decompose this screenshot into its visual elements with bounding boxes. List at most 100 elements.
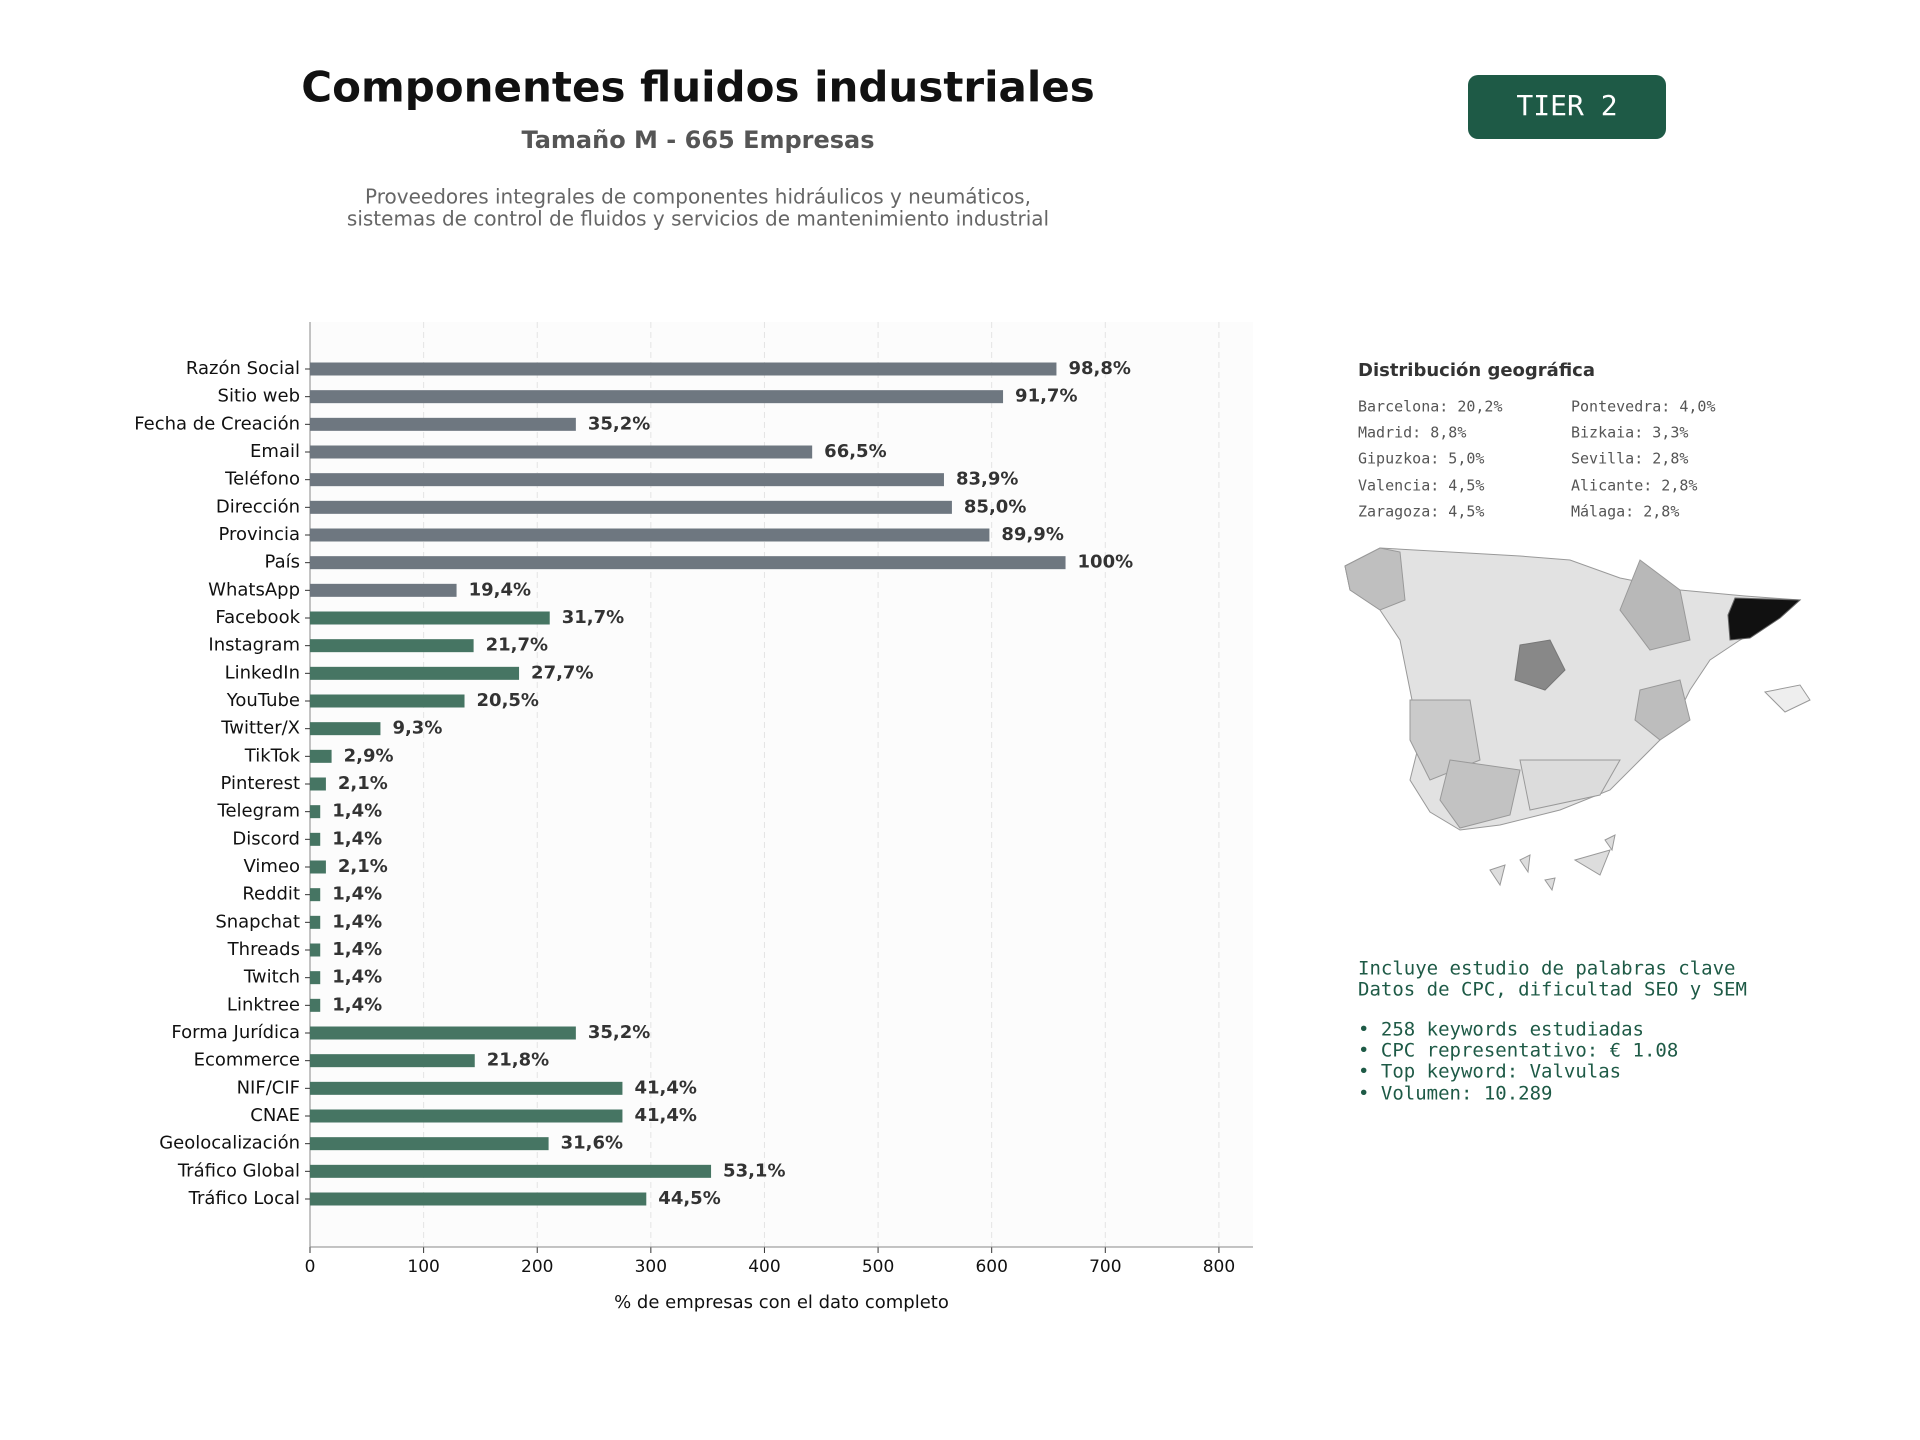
badge (1468, 75, 1666, 139)
y-tick-label: Provincia (218, 524, 300, 545)
keyword-line: • 258 keywords estudiadas (1358, 1019, 1644, 1041)
x-tick-label: 400 (748, 1257, 780, 1277)
bar (310, 749, 332, 763)
bar (310, 445, 813, 459)
y-tick-label: Linktree (227, 994, 300, 1015)
spain-map (1344, 547, 1811, 892)
geo-item: Valencia: 4,5% (1358, 477, 1484, 495)
value-label: 1,4% (332, 911, 382, 932)
bar (310, 915, 321, 929)
x-tick-label: 200 (521, 1257, 553, 1277)
bar (310, 639, 474, 653)
value-label: 66,5% (824, 441, 886, 462)
value-label: 1,4% (332, 801, 382, 822)
y-tick-label: Twitter/X (220, 718, 300, 739)
y-tick-label: Email (250, 441, 300, 462)
value-label: 41,4% (634, 1105, 696, 1126)
value-label: 35,2% (588, 1022, 650, 1043)
geo-item: Málaga: 2,8% (1571, 503, 1679, 521)
value-label: 1,4% (332, 994, 382, 1015)
bar (310, 1164, 712, 1178)
badge-text: TIER 2 (1516, 89, 1617, 122)
keyword-line: Datos de CPC, dificultad SEO y SEM (1358, 979, 1747, 1001)
geo-item: Alicante: 2,8% (1571, 477, 1697, 495)
bar (310, 1192, 647, 1206)
x-tick-label: 100 (407, 1257, 439, 1277)
y-tick-label: Fecha de Creación (134, 413, 300, 434)
description: Proveedores integrales de componentes hi… (365, 185, 1031, 209)
y-tick-label: Tráfico Local (188, 1188, 300, 1209)
value-label: 98,8% (1068, 358, 1130, 379)
value-label: 19,4% (469, 579, 531, 600)
bar (310, 473, 944, 487)
value-label: 27,7% (531, 662, 593, 683)
bar (310, 362, 1057, 376)
bar (310, 805, 321, 819)
bar (310, 1109, 623, 1123)
y-tick-label: Vimeo (243, 856, 300, 877)
y-tick-label: Twitch (243, 967, 300, 988)
bar (310, 1081, 623, 1095)
y-tick-label: TikTok (244, 745, 301, 766)
y-tick-label: Tráfico Global (177, 1160, 300, 1181)
value-label: 2,1% (338, 856, 388, 877)
y-tick-label: Instagram (208, 635, 300, 656)
bar (310, 1137, 549, 1151)
y-tick-label: Reddit (242, 884, 300, 905)
y-tick-label: Pinterest (220, 773, 300, 794)
keyword-line: • Top keyword: Valvulas (1358, 1061, 1621, 1083)
value-label: 31,7% (562, 607, 624, 628)
geo-item: Madrid: 8,8% (1358, 424, 1466, 442)
value-label: 35,2% (588, 413, 650, 434)
bar (310, 1026, 576, 1040)
bar (310, 528, 990, 542)
x-tick-label: 800 (1203, 1257, 1235, 1277)
y-tick-label: LinkedIn (225, 662, 300, 683)
y-tick-label: Teléfono (224, 469, 300, 490)
bar (310, 583, 457, 597)
geo-item: Bizkaia: 3,3% (1571, 424, 1688, 442)
bar (310, 390, 1004, 404)
value-label: 41,4% (634, 1077, 696, 1098)
bar (310, 666, 520, 680)
value-label: 1,4% (332, 939, 382, 960)
bar (310, 500, 952, 514)
bar (310, 611, 550, 625)
y-tick-label: Forma Jurídica (171, 1022, 300, 1043)
bar (310, 943, 321, 957)
value-label: 2,1% (338, 773, 388, 794)
y-tick-label: YouTube (226, 690, 300, 711)
y-tick-label: NIF/CIF (237, 1077, 300, 1098)
y-tick-label: Snapchat (215, 911, 300, 932)
subtitle: Tamaño M - 665 Empresas (521, 126, 874, 154)
bar (310, 694, 465, 708)
geo-title: Distribución geográfica (1358, 360, 1595, 381)
bar (310, 860, 326, 874)
geo-item: Sevilla: 2,8% (1571, 450, 1688, 468)
value-label: 1,4% (332, 884, 382, 905)
value-label: 85,0% (964, 496, 1026, 517)
x-tick-label: 700 (1089, 1257, 1121, 1277)
value-label: 91,7% (1015, 386, 1077, 407)
value-label: 21,7% (486, 635, 548, 656)
x-axis-label: % de empresas con el dato completo (614, 1292, 949, 1313)
value-label: 31,6% (561, 1133, 623, 1154)
y-tick-label: Discord (232, 828, 300, 849)
bar (310, 971, 321, 985)
keyword-line: • CPC representativo: € 1.08 (1358, 1040, 1678, 1062)
geo-item: Pontevedra: 4,0% (1571, 398, 1716, 416)
value-label: 1,4% (332, 828, 382, 849)
y-tick-label: Ecommerce (194, 1050, 300, 1071)
value-label: 83,9% (956, 469, 1018, 490)
x-tick-label: 500 (862, 1257, 894, 1277)
bar (310, 556, 1066, 570)
value-label: 100% (1078, 552, 1134, 573)
y-tick-label: WhatsApp (208, 579, 300, 600)
value-label: 1,4% (332, 967, 382, 988)
title: Componentes fluidos industriales (301, 63, 1094, 112)
y-tick-label: CNAE (250, 1105, 300, 1126)
geo-item: Zaragoza: 4,5% (1358, 503, 1484, 521)
value-label: 2,9% (344, 745, 394, 766)
y-tick-label: Sitio web (218, 386, 300, 407)
